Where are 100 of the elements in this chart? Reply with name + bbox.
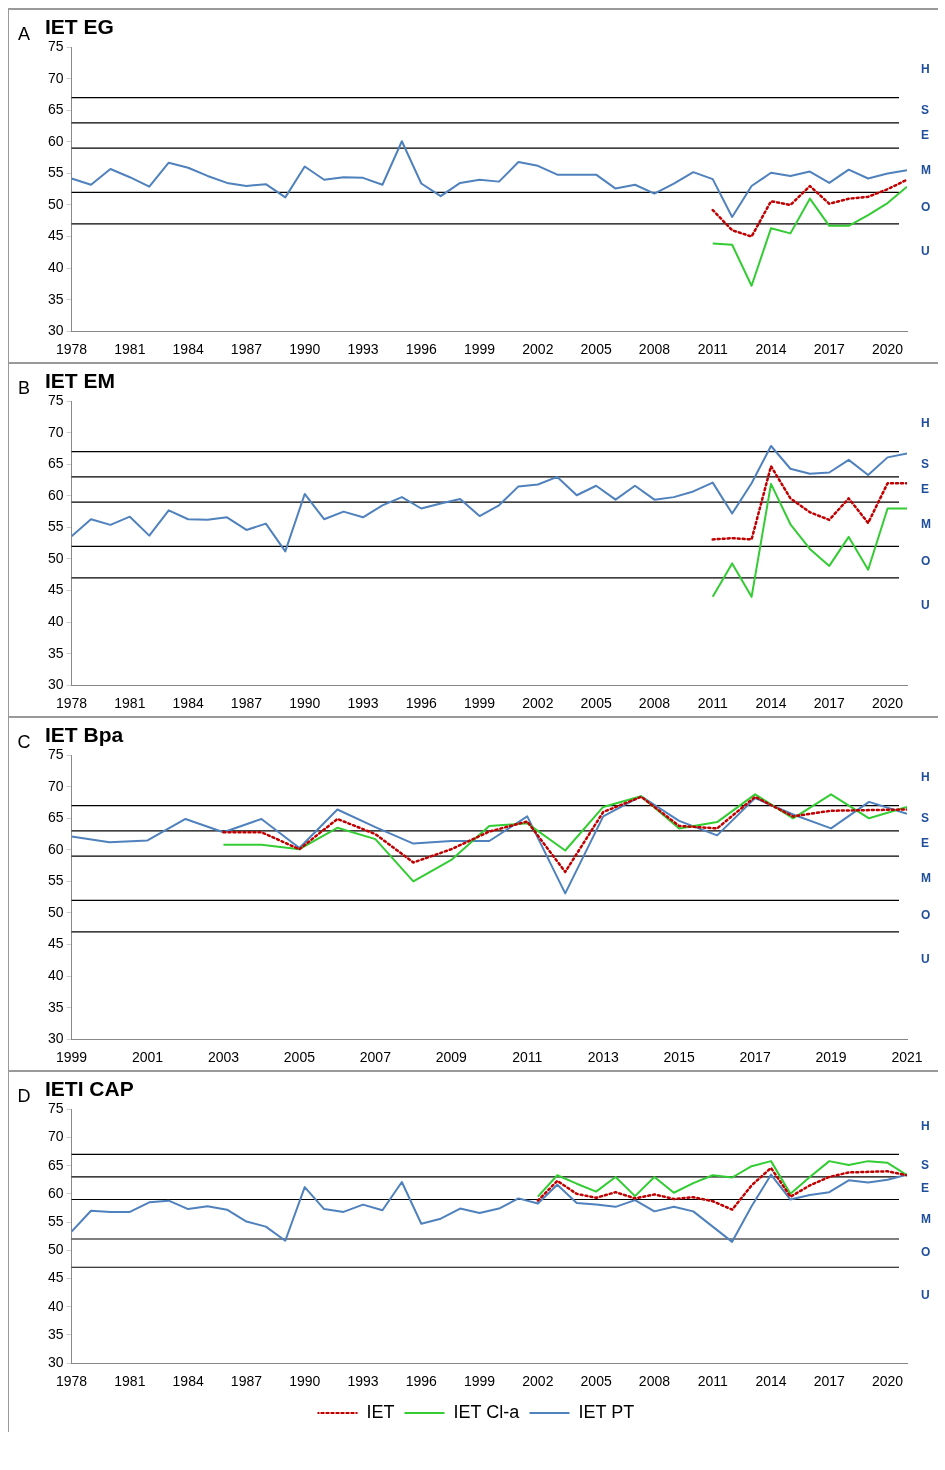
y-tick-label: 30 (47, 1030, 64, 1047)
x-tick-label: 2005 (283, 1049, 316, 1066)
y-tick-label: 40 (47, 258, 64, 275)
x-tick-label: 1996 (405, 1373, 438, 1390)
y-tick-label: 70 (47, 423, 64, 440)
text: M (921, 516, 931, 531)
x-tick-label: 2021 (891, 1049, 923, 1066)
x-tick-label: 2002 (522, 695, 554, 712)
x-tick-label: 1990 (289, 1373, 321, 1390)
y-tick-label: 30 (47, 676, 64, 693)
x-tick-label: 2008 (638, 1373, 671, 1390)
legend-label: IET (366, 1401, 395, 1422)
text: H (921, 1118, 930, 1133)
x-tick-label: 1993 (347, 341, 379, 358)
y-tick-label: 60 (47, 840, 64, 857)
y-tick-label: 50 (47, 903, 64, 920)
y-tick-label: 35 (47, 290, 64, 307)
x-tick-label: 2014 (755, 341, 787, 358)
x-tick-label: 1999 (463, 1373, 496, 1390)
y-tick-label: 65 (47, 1156, 64, 1173)
x-tick-label: 1984 (172, 1373, 204, 1390)
x-tick-label: 1978 (55, 1373, 88, 1390)
y-tick-label: 35 (47, 1325, 64, 1342)
y-tick-label: 70 (47, 1128, 64, 1145)
text: M (921, 1211, 931, 1226)
x-tick-label: 1990 (289, 341, 321, 358)
y-tick-label: 70 (47, 69, 64, 86)
x-tick-label: 2014 (755, 695, 787, 712)
y-tick-label: 50 (47, 1241, 64, 1258)
x-tick-label: 1996 (405, 341, 438, 358)
x-tick-label: 2011 (697, 341, 728, 358)
x-tick-label: 2020 (871, 1373, 904, 1390)
legend-label: IET Cl-a (453, 1401, 521, 1422)
x-tick-label: 2011 (512, 1049, 543, 1066)
x-tick-label: 2019 (815, 1049, 847, 1066)
y-tick-label: 75 (47, 392, 64, 409)
x-tick-label: 1978 (55, 695, 88, 712)
y-tick-label: 65 (47, 455, 64, 472)
text: S (921, 1157, 930, 1172)
text: M (921, 870, 931, 885)
y-tick-label: 30 (47, 1354, 64, 1371)
x-tick-label: 2017 (813, 695, 846, 712)
x-tick-label: 2005 (580, 1373, 612, 1390)
x-tick-label: 2017 (739, 1049, 771, 1066)
x-tick-label: 1981 (114, 695, 146, 712)
x-tick-label: 1987 (230, 1373, 263, 1390)
text: C (17, 732, 31, 752)
x-tick-label: 2013 (587, 1049, 619, 1066)
text: H (921, 416, 930, 430)
x-tick-label: 1996 (405, 695, 438, 712)
x-tick-label: 2005 (580, 695, 612, 712)
line-series (711, 464, 907, 541)
y-tick-label: 55 (47, 164, 64, 181)
y-tick-label: 75 (47, 746, 64, 763)
y-tick-label: 50 (47, 549, 64, 566)
text: S (921, 102, 930, 117)
text: U (921, 1287, 930, 1302)
y-tick-label: 65 (47, 101, 64, 118)
x-tick-label: 2017 (813, 341, 846, 358)
x-tick-label: 1978 (55, 341, 88, 358)
y-tick-label: 70 (47, 777, 64, 794)
x-tick-label: 1993 (347, 1373, 379, 1390)
y-tick-label: 30 (47, 322, 64, 339)
x-tick-label: 2011 (697, 695, 728, 712)
y-tick-label: 45 (47, 1269, 64, 1286)
text: S (921, 456, 930, 471)
x-tick-label: 2020 (871, 341, 904, 358)
text: O (921, 1245, 931, 1260)
x-tick-label: 2007 (359, 1049, 392, 1066)
text: E (921, 1180, 930, 1195)
x-tick-label: 2002 (522, 1373, 554, 1390)
text: E (921, 127, 930, 142)
y-tick-label: 60 (47, 132, 64, 149)
text: H (921, 62, 930, 76)
line-series (711, 178, 907, 238)
x-tick-label: 2005 (580, 341, 612, 358)
x-tick-label: 2017 (813, 1373, 846, 1390)
line-series (536, 1166, 907, 1211)
text: U (921, 244, 930, 259)
text: O (921, 908, 931, 923)
text: O (921, 554, 931, 569)
y-tick-label: 40 (47, 966, 64, 983)
x-tick-label: 1984 (172, 695, 204, 712)
x-tick-label: 2001 (131, 1049, 164, 1066)
x-tick-label: 1993 (347, 695, 379, 712)
text: E (921, 481, 930, 496)
x-tick-label: 2008 (638, 695, 671, 712)
text: U (921, 598, 930, 613)
y-tick-label: 45 (47, 227, 64, 244)
y-tick-label: 60 (47, 486, 64, 503)
y-tick-label: 50 (47, 195, 64, 212)
x-tick-label: 2011 (697, 1373, 728, 1390)
y-tick-label: 75 (47, 38, 64, 55)
y-tick-label: 35 (47, 998, 64, 1015)
y-tick-label: 55 (47, 1212, 64, 1229)
x-tick-label: 2020 (871, 695, 904, 712)
text: M (921, 162, 931, 177)
chart-title: IET Bpa (45, 723, 124, 747)
y-tick-label: 45 (47, 935, 64, 952)
chart-title: IETI CAP (45, 1077, 134, 1101)
